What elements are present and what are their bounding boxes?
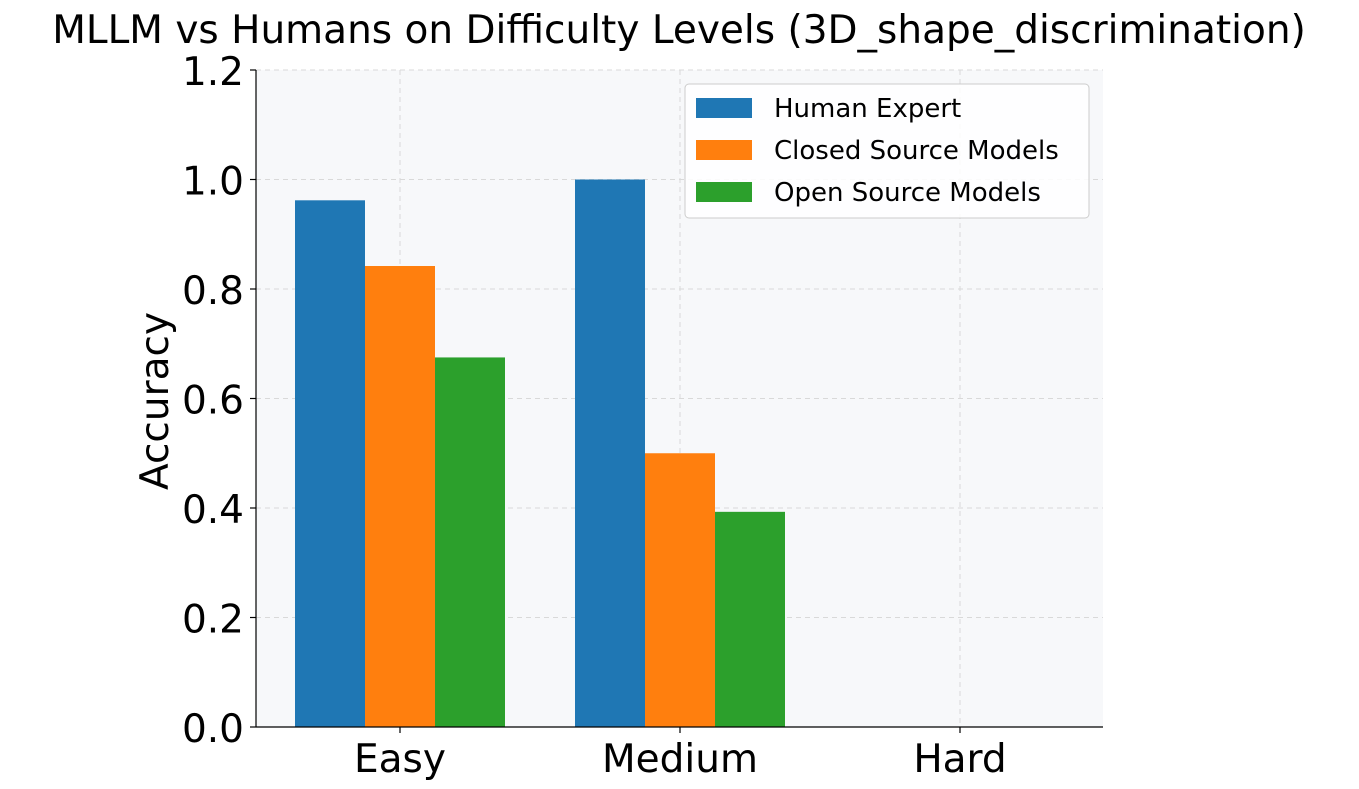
y-tick-label: 1.0 [182,160,244,205]
legend-swatch [696,98,752,118]
legend-label: Human Expert [774,94,961,124]
x-tick-label: Hard [913,737,1006,782]
x-tick-label: Easy [354,737,446,782]
y-tick-label: 0.6 [182,379,244,424]
x-tick-label: Medium [602,737,758,782]
bar-closed-source-models-medium [645,453,715,727]
legend-box [684,83,1090,219]
legend-swatch [696,140,752,160]
legend-label: Open Source Models [774,178,1041,208]
bar-open-source-models-medium [715,511,785,727]
bar-human-expert-easy [295,200,365,727]
y-axis-label: Accuracy [133,312,178,490]
bar-human-expert-medium [575,179,645,727]
chart-title: MLLM vs Humans on Difficulty Levels (3D_… [52,8,1306,53]
bars [295,179,785,727]
legend-label: Closed Source Models [774,136,1059,166]
legend-swatch [696,182,752,202]
y-tick-label: 0.2 [182,598,244,643]
y-tick-label: 0.8 [182,269,244,314]
bar-closed-source-models-easy [365,266,435,727]
y-tick-label: 1.2 [182,50,244,95]
y-tick-label: 0.4 [182,488,244,533]
tick-labels: 0.0 0.2 0.4 0.6 0.8 1.0 1.2 Easy Medium Hard [182,50,1007,782]
legend: Human Expert Closed Source Models Open Sou… [684,83,1090,219]
bar-open-source-models-easy [435,357,505,727]
y-tick-label: 0.0 [182,707,244,752]
